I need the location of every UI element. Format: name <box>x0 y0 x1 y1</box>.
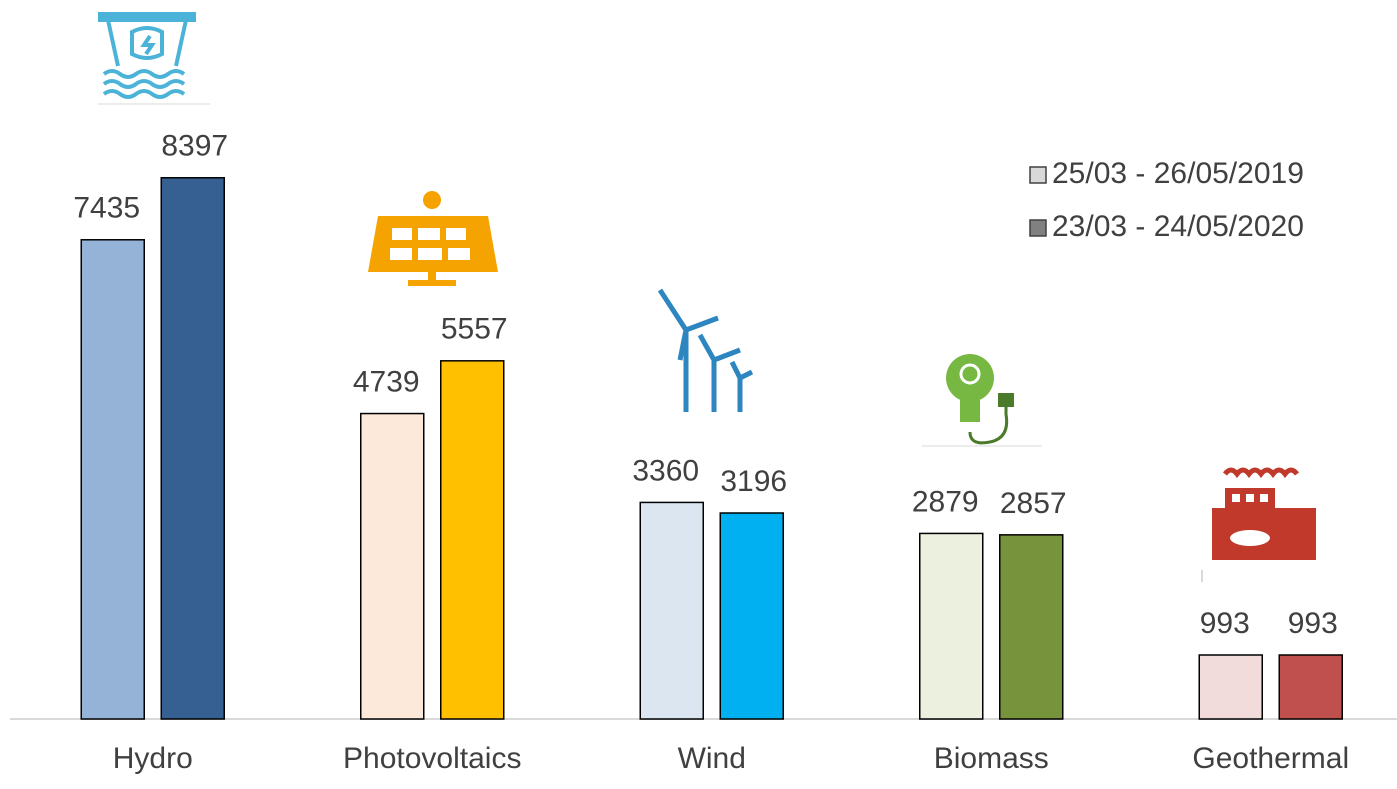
x-tick-label: Hydro <box>113 742 193 775</box>
legend-swatch <box>1029 166 1047 184</box>
legend-swatch <box>1029 219 1047 237</box>
x-tick-label: Photovoltaics <box>343 742 521 775</box>
bar <box>639 501 704 720</box>
value-label: 993 <box>1288 607 1338 640</box>
bar <box>919 532 984 720</box>
bar <box>719 512 784 720</box>
legend-label: 25/03 - 26/05/2019 <box>1052 157 1304 190</box>
value-label: 2879 <box>912 485 979 518</box>
value-label: 2857 <box>1000 487 1067 520</box>
x-tick-label: Biomass <box>934 742 1049 775</box>
geothermal-icon <box>1201 467 1316 582</box>
bar <box>440 360 505 720</box>
x-tick-label: Geothermal <box>1192 742 1349 775</box>
wind-icon <box>657 288 754 412</box>
bar <box>160 177 225 720</box>
biomass-icon <box>922 354 1042 447</box>
legend-label: 23/03 - 24/05/2020 <box>1052 210 1304 243</box>
bar <box>1198 654 1263 720</box>
bar <box>999 534 1064 720</box>
value-label: 4739 <box>353 365 420 398</box>
x-tick-label: Wind <box>678 742 746 775</box>
value-label: 993 <box>1200 607 1250 640</box>
bar <box>80 239 145 720</box>
value-label: 5557 <box>441 313 508 346</box>
solar-icon <box>368 191 498 286</box>
hydro-icon <box>98 12 210 105</box>
value-label: 3360 <box>632 454 699 487</box>
value-label: 3196 <box>720 465 787 498</box>
bar <box>1278 654 1343 720</box>
bar <box>360 412 425 720</box>
value-label: 7435 <box>73 192 140 225</box>
value-label: 8397 <box>161 130 228 163</box>
